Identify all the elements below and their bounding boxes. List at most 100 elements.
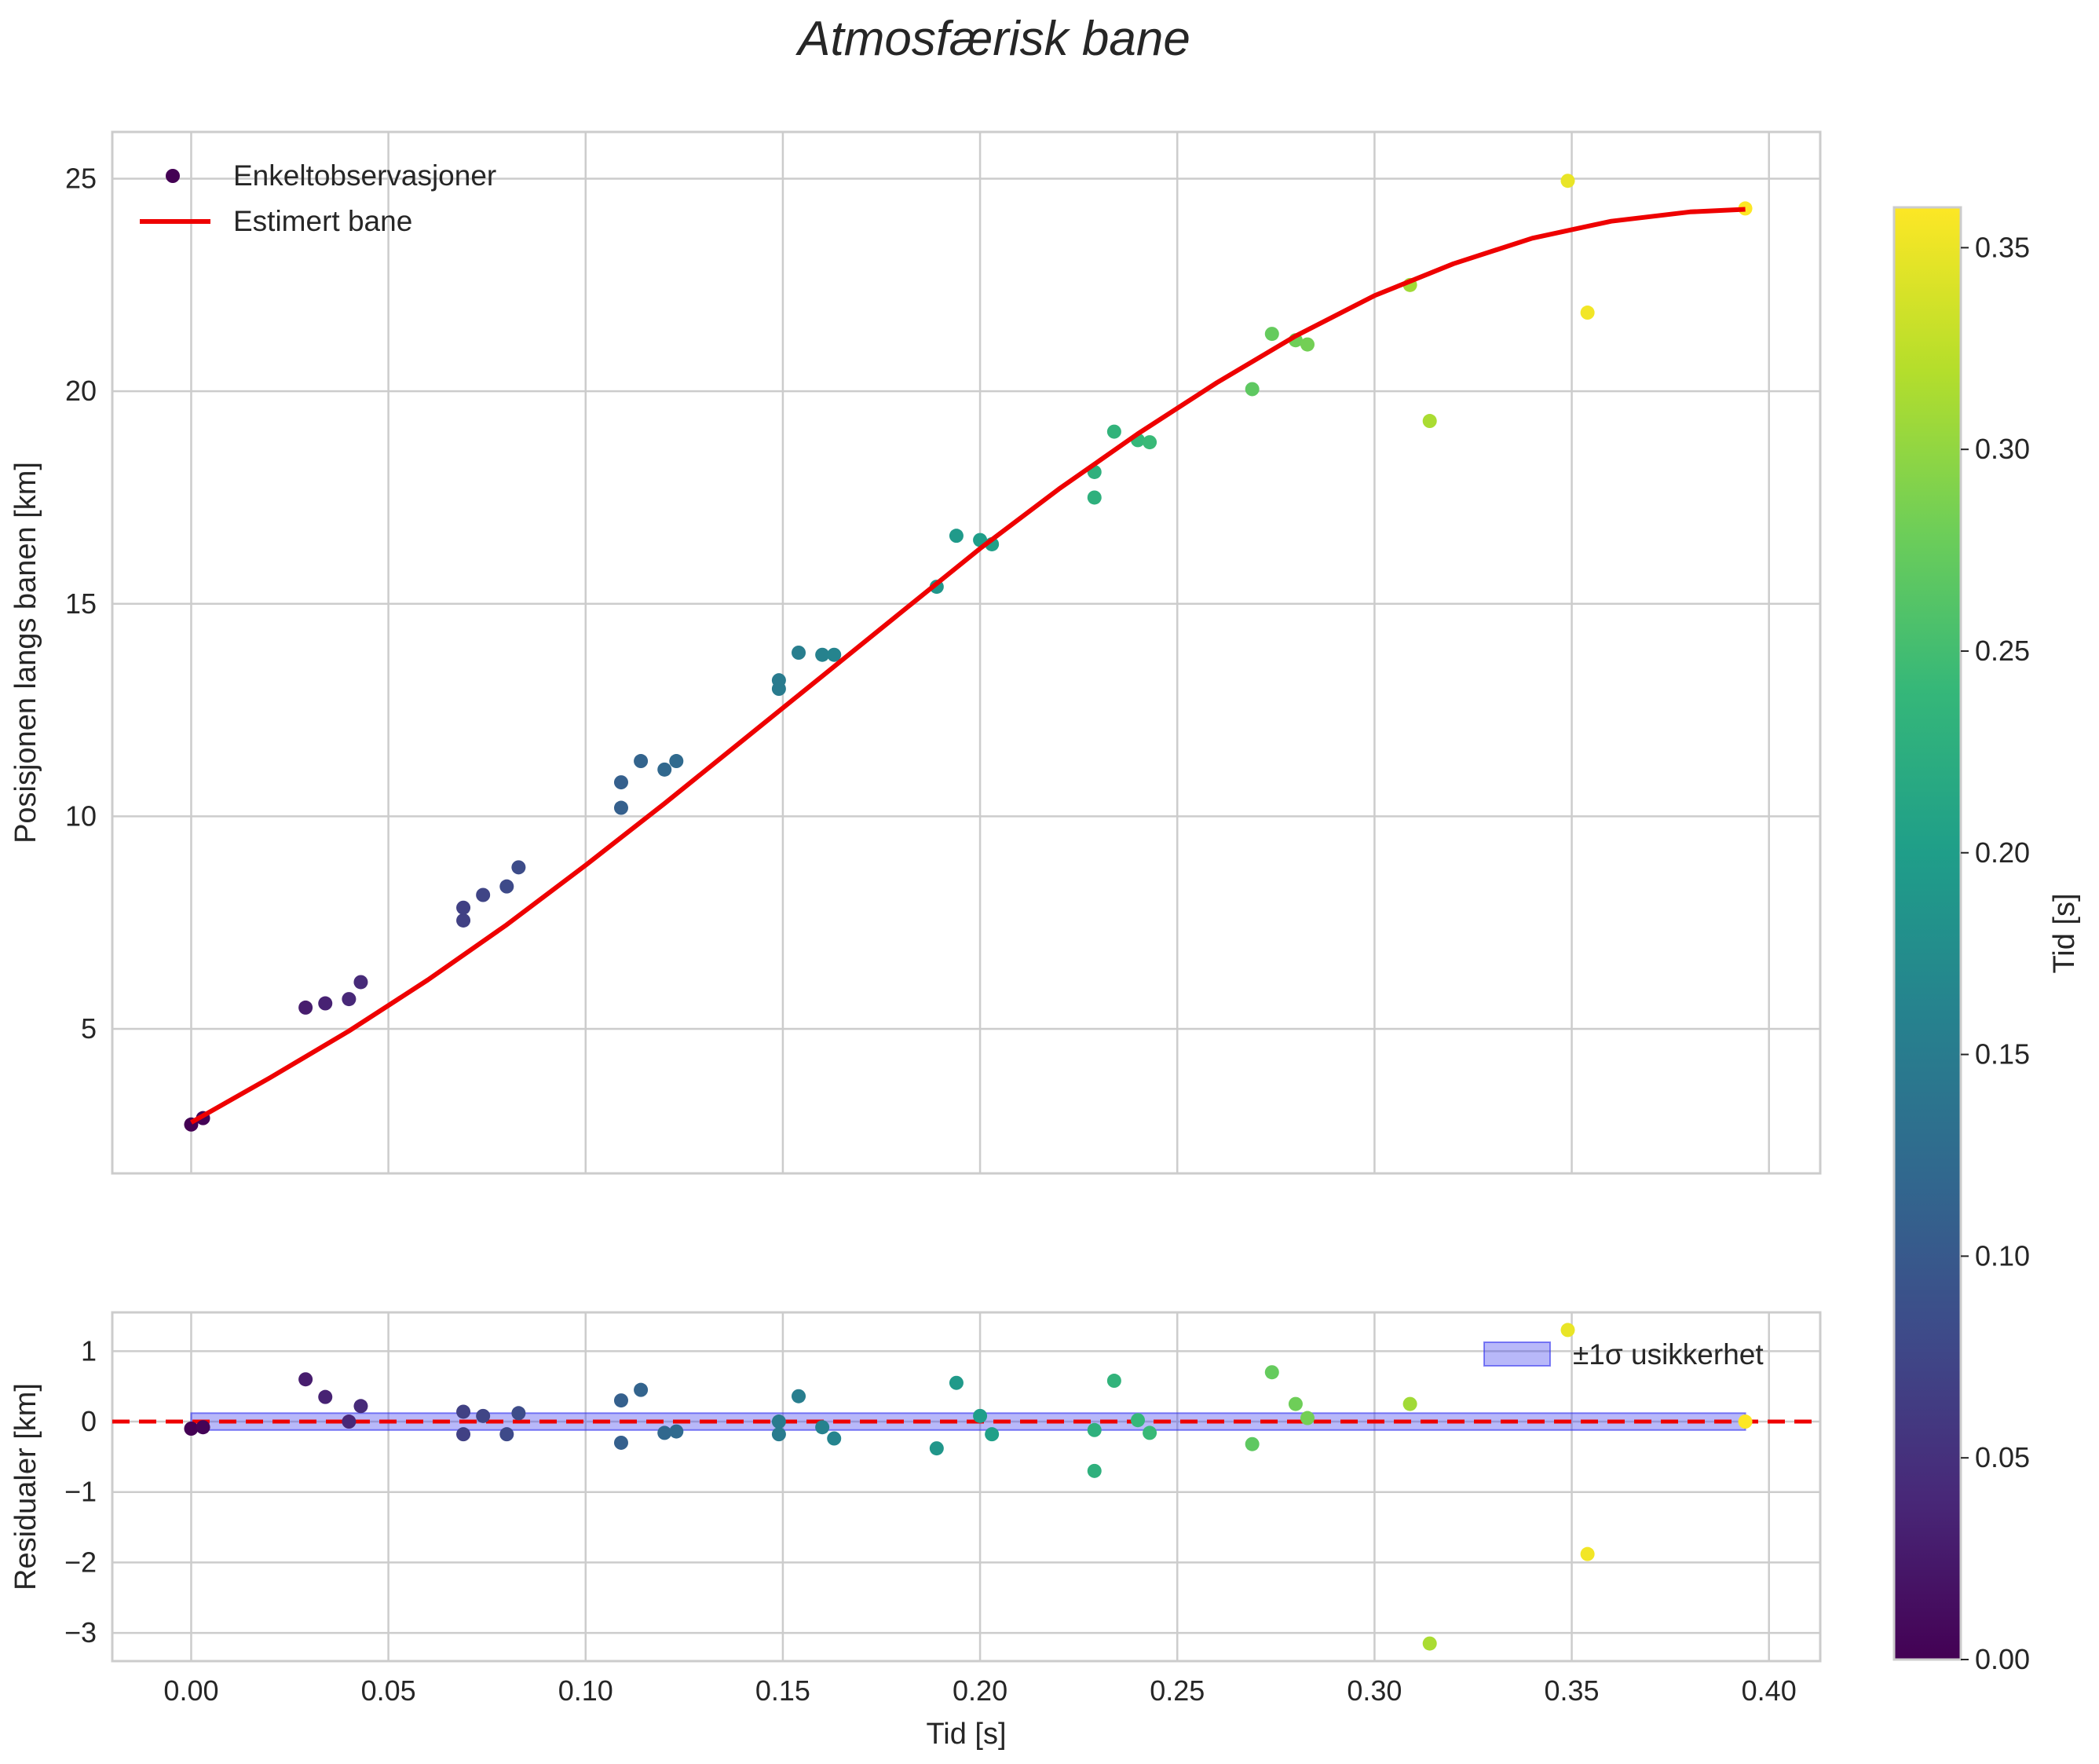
residual-point: [298, 1372, 313, 1387]
observation-point: [298, 1000, 313, 1015]
observation-point: [669, 754, 684, 769]
observation-point: [499, 879, 514, 894]
x-tick-label: 0.30: [1347, 1674, 1402, 1707]
observation-point: [657, 762, 672, 777]
residual-point: [1580, 1546, 1595, 1561]
bottom-y-tick-label: 0: [81, 1405, 97, 1437]
observation-point: [792, 646, 806, 660]
observation-point: [827, 647, 842, 662]
bottom-y-tick-label: −2: [64, 1546, 97, 1578]
legend-label-observations: Enkeltobservasjoner: [233, 159, 496, 192]
x-tick-label: 0.10: [558, 1674, 613, 1707]
residual-point: [985, 1427, 1000, 1442]
legend-marker-uncertainty: [1483, 1341, 1551, 1367]
observation-point: [613, 800, 628, 815]
residual-point: [196, 1420, 210, 1435]
observation-point: [1143, 435, 1157, 450]
observation-point: [476, 887, 491, 902]
colorbar-tick-label: 0.05: [1975, 1441, 2030, 1473]
observation-point: [1560, 174, 1575, 188]
observation-point: [511, 860, 526, 875]
colorbar-gradient: [1892, 206, 1962, 1661]
colorbar-tick-label: 0.15: [1975, 1038, 2030, 1070]
top-grid: [112, 132, 1820, 1173]
residual-point: [1300, 1411, 1315, 1425]
top-y-tick-label: 10: [65, 800, 97, 832]
residual-point: [318, 1389, 333, 1404]
bottom-axes-frame: [111, 1311, 1822, 1663]
estimated-trajectory-line: [190, 207, 1746, 1125]
residual-point: [771, 1427, 786, 1442]
residual-point: [456, 1404, 471, 1419]
residual-point: [499, 1427, 514, 1442]
residual-panel: 0.00 0.05 0.10 0.15 0.20 0.25 0.30 0.35 0.40 1 0 −1…: [9, 1311, 1822, 1751]
x-tick-label: 0.05: [361, 1674, 416, 1707]
residual-point: [1402, 1396, 1417, 1411]
residual-point: [827, 1431, 842, 1446]
bottom-y-tick-label: 1: [81, 1334, 97, 1367]
colorbar: 0.00 0.05 0.10 0.15 0.20 0.25 0.30 0.35 Tid [s]: [1892, 206, 2081, 1675]
top-axes-frame: [111, 130, 1822, 1175]
residual-point: [669, 1424, 684, 1439]
legend-label-trajectory: Estimert bane: [233, 205, 412, 237]
observation-points: [184, 174, 1753, 1132]
observation-point: [318, 996, 333, 1011]
bottom-y-tick-label: −1: [64, 1476, 97, 1508]
top-legend: Enkeltobservasjoner Estimert bane: [140, 159, 496, 237]
residual-point: [771, 1414, 786, 1429]
x-tick-label: 0.00: [163, 1674, 218, 1707]
observation-point: [815, 647, 830, 662]
top-plot-area: [184, 174, 1753, 1132]
observation-point: [353, 975, 368, 990]
residual-point: [1422, 1636, 1437, 1651]
top-y-tick-label: 25: [65, 163, 97, 195]
residual-point: [1245, 1436, 1260, 1451]
bottom-y-axis-label: Residualer [km]: [9, 1383, 42, 1590]
bottom-y-tick-label: −3: [64, 1616, 97, 1649]
legend-marker-observations: [166, 169, 180, 183]
residual-point: [1106, 1374, 1121, 1389]
residual-point: [1087, 1463, 1102, 1478]
residual-point: [353, 1399, 368, 1414]
chart-title: Atmosfærisk bane: [795, 12, 1190, 66]
x-tick-label: 0.20: [953, 1674, 1007, 1707]
colorbar-tick-label: 0.30: [1975, 433, 2030, 465]
observation-point: [1580, 306, 1595, 320]
residual-point: [973, 1408, 988, 1423]
observation-point: [1422, 414, 1437, 429]
residual-point: [949, 1375, 964, 1390]
x-tick-label: 0.25: [1150, 1674, 1205, 1707]
colorbar-tick-label: 0.20: [1975, 836, 2030, 869]
top-y-axis-label: Posisjonen langs banen [km]: [9, 462, 42, 844]
observation-point: [1087, 490, 1102, 505]
observation-point: [1106, 424, 1121, 439]
x-tick-label: 0.40: [1742, 1674, 1797, 1707]
residual-points: [184, 1323, 1753, 1651]
observation-point: [771, 673, 786, 688]
bottom-plot-area: [112, 1323, 1820, 1651]
residual-point: [657, 1425, 672, 1440]
residual-point: [184, 1422, 199, 1436]
residual-point: [456, 1427, 471, 1442]
residual-point: [613, 1393, 628, 1408]
observation-point: [1264, 327, 1279, 342]
trajectory-panel: 5 10 15 20 25 Posisjonen langs banen [km] Enke…: [9, 130, 1822, 1175]
residual-point: [476, 1408, 491, 1423]
x-tick-label: 0.35: [1545, 1674, 1600, 1707]
observation-point: [1738, 201, 1753, 216]
residual-point: [929, 1441, 944, 1456]
residual-point: [815, 1420, 830, 1435]
colorbar-tick-label: 0.00: [1975, 1643, 2030, 1675]
residual-point: [1143, 1425, 1157, 1440]
residual-point: [342, 1414, 357, 1429]
colorbar-tick-label: 0.10: [1975, 1239, 2030, 1272]
observation-point: [456, 900, 471, 915]
residual-point: [1131, 1413, 1146, 1428]
observation-point: [634, 754, 649, 769]
residual-point: [1560, 1323, 1575, 1338]
residual-point: [1264, 1365, 1279, 1380]
top-y-tick-label: 15: [65, 587, 97, 620]
colorbar-tick-label: 0.25: [1975, 635, 2030, 667]
bottom-grid: [112, 1312, 1820, 1661]
